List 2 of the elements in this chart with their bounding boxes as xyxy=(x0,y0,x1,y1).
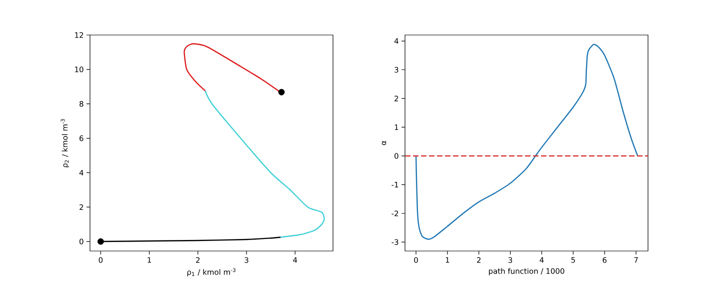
line-series xyxy=(415,44,638,240)
line-series xyxy=(204,90,325,238)
